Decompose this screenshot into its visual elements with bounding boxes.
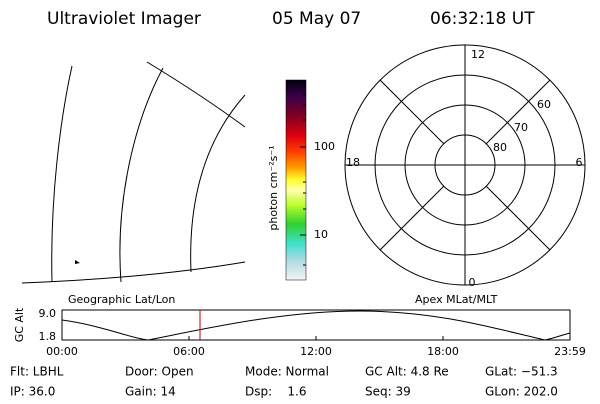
lat-label: 70 — [514, 121, 528, 134]
colorbar-tick: 10 — [314, 228, 328, 241]
plot-frame — [61, 309, 571, 341]
colorbar-ticks — [300, 94, 306, 266]
polar-grid — [344, 44, 586, 286]
status-field: GLon: 202.0 — [485, 385, 558, 399]
x-tick-label: 23:59 — [554, 345, 586, 358]
plot-title: Geographic Lat/Lon — [68, 293, 175, 306]
status-field: Seq: 39 — [365, 385, 411, 399]
status-field: GLat: −51.3 — [485, 365, 558, 379]
lat-label: 60 — [537, 98, 551, 111]
y-tick-label: 9.0 — [39, 307, 57, 320]
lat-label: 80 — [493, 141, 507, 154]
mlt-label: 6 — [576, 156, 583, 169]
altitude-curve — [61, 310, 571, 341]
colorbar — [285, 79, 307, 281]
status-field: Gain: 14 — [125, 385, 176, 399]
status-field: Door: Open — [125, 365, 194, 379]
plot-title: Apex MLat/MLT — [415, 293, 498, 306]
mlt-label: 12 — [471, 48, 485, 61]
x-tick-label: 06:00 — [173, 345, 205, 358]
y-label: GC Alt — [13, 307, 26, 342]
geo-grid — [21, 61, 246, 284]
status-field: Flt: LBHL — [10, 365, 64, 379]
colorbar-tick: 100 — [314, 140, 335, 153]
y-tick-label: 1.8 — [39, 330, 57, 343]
colorbar-label: photon cm⁻²s⁻¹ — [267, 145, 280, 230]
status-field: IP: 36.0 — [10, 385, 55, 399]
status-field: GC Alt: 4.8 Re — [365, 365, 449, 379]
x-tick-label: 00:00 — [46, 345, 78, 358]
date: 05 May 07 — [272, 9, 361, 29]
x-tick-label: 12:00 — [300, 345, 332, 358]
status-field: Dsp: 1.6 — [245, 385, 307, 399]
x-tick-label: 18:00 — [427, 345, 459, 358]
mlt-label: 0 — [469, 276, 476, 289]
title: Ultraviolet Imager — [47, 9, 201, 29]
time: 06:32:18 UT — [430, 9, 535, 29]
mlt-label: 18 — [346, 156, 360, 169]
status-field: Mode: Normal — [245, 365, 329, 379]
